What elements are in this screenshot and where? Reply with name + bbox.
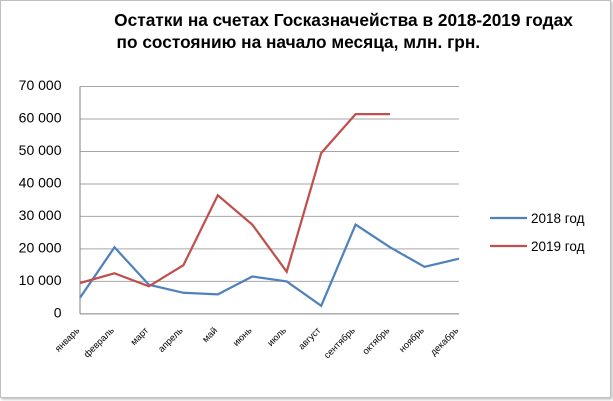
svg-text:50 000: 50 000 <box>19 142 62 158</box>
svg-text:ноябрь: ноябрь <box>397 325 426 354</box>
svg-text:20 000: 20 000 <box>19 240 62 256</box>
svg-text:октябрь: октябрь <box>360 325 391 356</box>
svg-text:2018 год: 2018 год <box>531 211 585 226</box>
svg-text:сентябрь: сентябрь <box>322 325 357 360</box>
svg-text:30 000: 30 000 <box>19 207 62 223</box>
svg-text:май: май <box>200 325 219 344</box>
svg-text:70 000: 70 000 <box>19 77 62 93</box>
svg-text:июль: июль <box>265 325 288 348</box>
svg-text:август: август <box>296 325 323 352</box>
svg-text:10 000: 10 000 <box>19 272 62 288</box>
svg-text:0: 0 <box>54 305 62 321</box>
svg-text:2019 год: 2019 год <box>531 239 585 254</box>
svg-text:июнь: июнь <box>231 325 254 348</box>
svg-text:60 000: 60 000 <box>19 110 62 126</box>
svg-text:март: март <box>129 325 151 347</box>
svg-text:40 000: 40 000 <box>19 175 62 191</box>
svg-text:февраль: февраль <box>82 325 116 359</box>
svg-text:декабрь: декабрь <box>428 325 460 357</box>
svg-text:апрель: апрель <box>156 325 185 354</box>
svg-text:январь: январь <box>53 325 82 354</box>
